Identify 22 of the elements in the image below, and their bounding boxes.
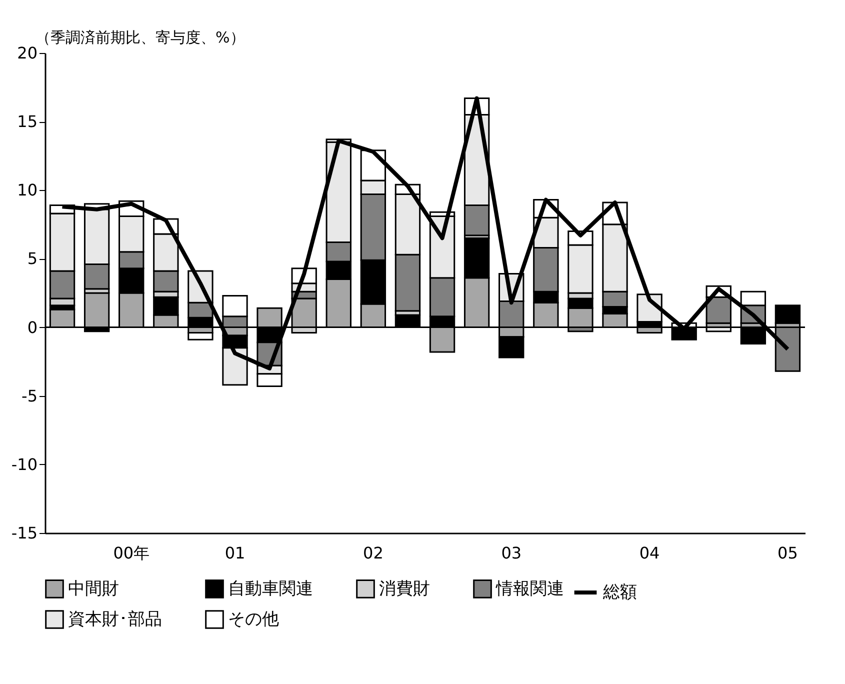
legend-label: 自動車関連	[228, 578, 313, 599]
x-tick-label: 02	[363, 544, 384, 562]
y-tick-label: 15	[17, 112, 38, 132]
y-tick-label: 0	[27, 318, 38, 337]
x-tick-label: 03	[501, 544, 522, 562]
y-tick-label: 5	[27, 249, 38, 268]
legend-label: 資本財･部品	[68, 610, 162, 630]
legend-label: 消費財	[379, 578, 430, 599]
y-axis-title: （季調済前期比、寄与度、%）	[36, 28, 245, 46]
x-tick-label: 00年	[113, 544, 150, 562]
legend-label: 中間財	[68, 578, 119, 599]
legend-label: 情報関連	[495, 578, 564, 599]
y-tick-label: 10	[17, 180, 38, 200]
y-tick-label: -5	[22, 386, 38, 406]
y-tick-label: -15	[11, 524, 38, 542]
legend-label: その他	[228, 610, 279, 630]
x-tick-label: 05	[778, 544, 798, 562]
y-tick-label: 20	[17, 44, 38, 62]
x-tick-label: 01	[224, 544, 246, 562]
x-tick-label: 04	[639, 544, 660, 562]
legend-label: 総額	[602, 582, 637, 602]
y-tick-label: -10	[11, 454, 38, 474]
